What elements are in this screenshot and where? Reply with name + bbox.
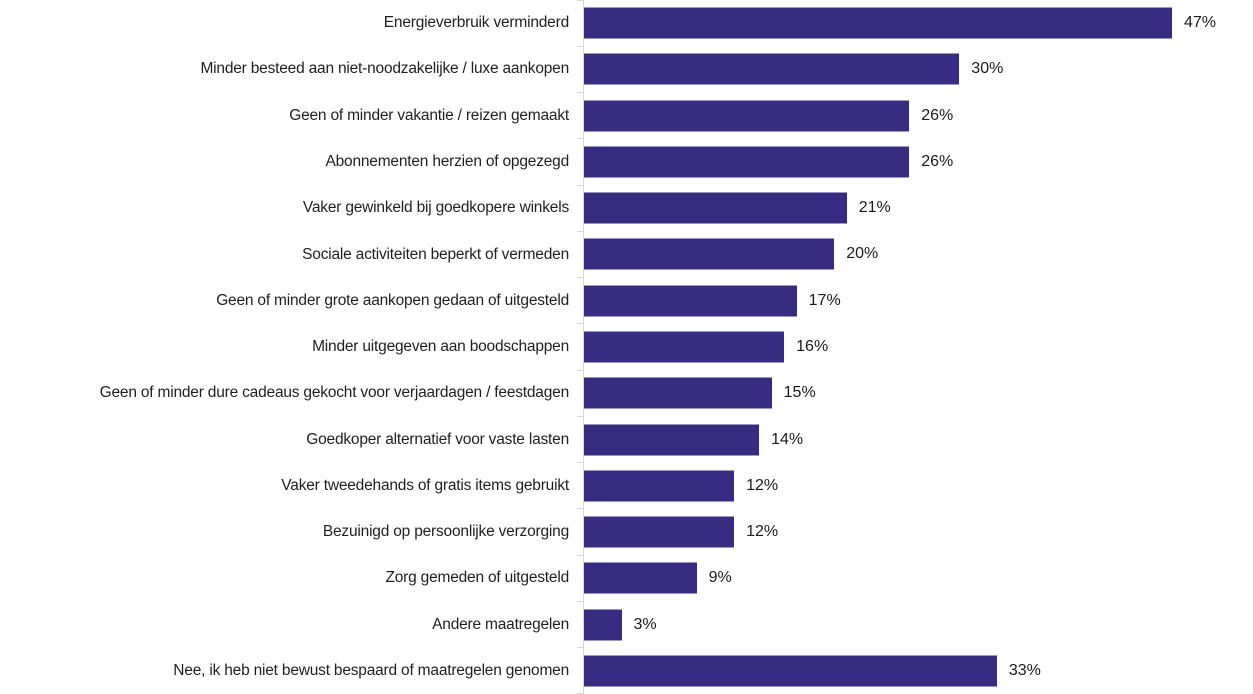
- chart-row: Bezuinigd op persoonlijke verzorging 12%: [0, 508, 1253, 556]
- value-label: 14%: [771, 430, 804, 448]
- plot-area: 26%: [577, 138, 1253, 186]
- bar: [584, 562, 697, 594]
- bar: [584, 146, 910, 178]
- category-label: Andere maatregelen: [432, 615, 569, 633]
- value-label: 12%: [746, 523, 779, 541]
- value-label: 33%: [1008, 661, 1041, 679]
- chart-row: Zorg gemeden of uitgesteld 9%: [0, 554, 1253, 602]
- category-label: Vaker tweedehands of gratis items gebrui…: [281, 476, 569, 494]
- plot-area: 16%: [577, 323, 1253, 371]
- category-label: Vaker gewinkeld bij goedkopere winkels: [302, 199, 569, 217]
- axis-tick: [577, 647, 584, 649]
- category-label: Minder besteed aan niet-noodzakelijke / …: [200, 60, 569, 78]
- plot-area: 14%: [577, 415, 1253, 463]
- category-label: Nee, ik heb niet bewust bespaard of maat…: [173, 661, 569, 679]
- axis-tick: [577, 138, 584, 140]
- bar: [584, 53, 960, 85]
- bar: [584, 100, 910, 132]
- chart-row: Minder uitgegeven aan boodschappen 16%: [0, 323, 1253, 371]
- plot-area: 12%: [577, 508, 1253, 556]
- chart-row: Geen of minder dure cadeaus gekocht voor…: [0, 369, 1253, 417]
- category-label: Bezuinigd op persoonlijke verzorging: [322, 523, 569, 541]
- axis-tick: [577, 415, 584, 417]
- bar: [584, 192, 847, 224]
- value-label: 26%: [921, 106, 954, 124]
- plot-area: 21%: [577, 184, 1253, 232]
- chart-row: Sociale activiteiten beperkt of vermeden…: [0, 230, 1253, 278]
- category-label: Sociale activiteiten beperkt of vermeden: [302, 245, 569, 263]
- category-label: Geen of minder dure cadeaus gekocht voor…: [99, 384, 570, 402]
- axis-tick: [577, 323, 584, 325]
- category-label: Abonnementen herzien of opgezegd: [325, 153, 569, 171]
- axis-tick: [577, 0, 584, 1]
- category-label: Energieverbruik verminderd: [383, 14, 569, 32]
- value-label: 3%: [633, 615, 657, 633]
- axis-tick: [577, 508, 584, 510]
- axis-tick: [577, 184, 584, 186]
- chart-row: Geen of minder vakantie / reizen gemaakt…: [0, 92, 1253, 139]
- chart-row: Geen of minder grote aankopen gedaan of …: [0, 277, 1253, 324]
- chart-row: Vaker tweedehands of gratis items gebrui…: [0, 462, 1253, 509]
- plot-area: 15%: [577, 369, 1253, 417]
- bar: [584, 516, 735, 548]
- axis-tick: [577, 45, 584, 47]
- bar: [584, 470, 735, 502]
- axis-tick: [577, 277, 584, 279]
- axis-tick: [577, 554, 584, 556]
- value-label: 20%: [846, 245, 879, 263]
- value-label: 12%: [746, 476, 779, 494]
- plot-area: 17%: [577, 277, 1253, 324]
- bar: [584, 7, 1172, 39]
- chart-row: Abonnementen herzien of opgezegd 26%: [0, 138, 1253, 186]
- axis-tick: [577, 369, 584, 371]
- chart-row: Nee, ik heb niet bewust bespaard of maat…: [0, 647, 1253, 694]
- plot-area: 12%: [577, 462, 1253, 509]
- value-label: 17%: [808, 291, 841, 309]
- axis-tick: [577, 230, 584, 232]
- plot-area: 26%: [577, 92, 1253, 139]
- axis-tick: [577, 600, 584, 602]
- category-label: Goedkoper alternatief voor vaste lasten: [306, 430, 569, 448]
- chart-row: Minder besteed aan niet-noodzakelijke / …: [0, 45, 1253, 93]
- chart-row: Vaker gewinkeld bij goedkopere winkels 2…: [0, 184, 1253, 232]
- value-label: 16%: [796, 337, 829, 355]
- plot-area: 9%: [577, 554, 1253, 602]
- plot-area: 30%: [577, 45, 1253, 93]
- value-label: 15%: [783, 384, 816, 402]
- axis-tick: [577, 92, 584, 94]
- value-label: 9%: [708, 569, 732, 587]
- plot-area: 20%: [577, 230, 1253, 278]
- chart-row: Goedkoper alternatief voor vaste lasten …: [0, 415, 1253, 463]
- bar: [584, 424, 760, 456]
- bar: [584, 655, 997, 687]
- bar: [584, 285, 797, 317]
- category-label: Minder uitgegeven aan boodschappen: [312, 338, 569, 356]
- bar: [584, 238, 835, 270]
- value-label: 26%: [921, 152, 954, 170]
- category-label: Geen of minder vakantie / reizen gemaakt: [289, 106, 569, 124]
- chart-row: Energieverbruik verminderd 47%: [0, 0, 1253, 47]
- bar: [584, 377, 772, 409]
- category-label: Geen of minder grote aankopen gedaan of …: [216, 291, 569, 309]
- chart-row: Andere maatregelen 3%: [0, 600, 1253, 648]
- plot-area: 3%: [577, 600, 1253, 648]
- plot-area: 33%: [577, 647, 1253, 694]
- bar: [584, 609, 622, 641]
- bar: [584, 331, 785, 363]
- value-label: 21%: [858, 199, 891, 217]
- plot-area: 47%: [577, 0, 1253, 47]
- value-label: 47%: [1183, 14, 1216, 32]
- value-label: 30%: [971, 60, 1004, 78]
- axis-tick: [577, 462, 584, 464]
- category-label: Zorg gemeden of uitgesteld: [385, 569, 569, 587]
